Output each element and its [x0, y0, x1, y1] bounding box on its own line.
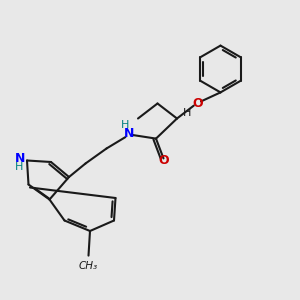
Text: CH₃: CH₃ — [79, 261, 98, 271]
Text: N: N — [15, 152, 26, 166]
Text: H: H — [182, 108, 191, 118]
Text: O: O — [159, 154, 170, 167]
Text: O: O — [192, 97, 203, 110]
Text: N: N — [124, 127, 134, 140]
Text: H: H — [14, 162, 23, 172]
Text: H: H — [121, 120, 130, 130]
